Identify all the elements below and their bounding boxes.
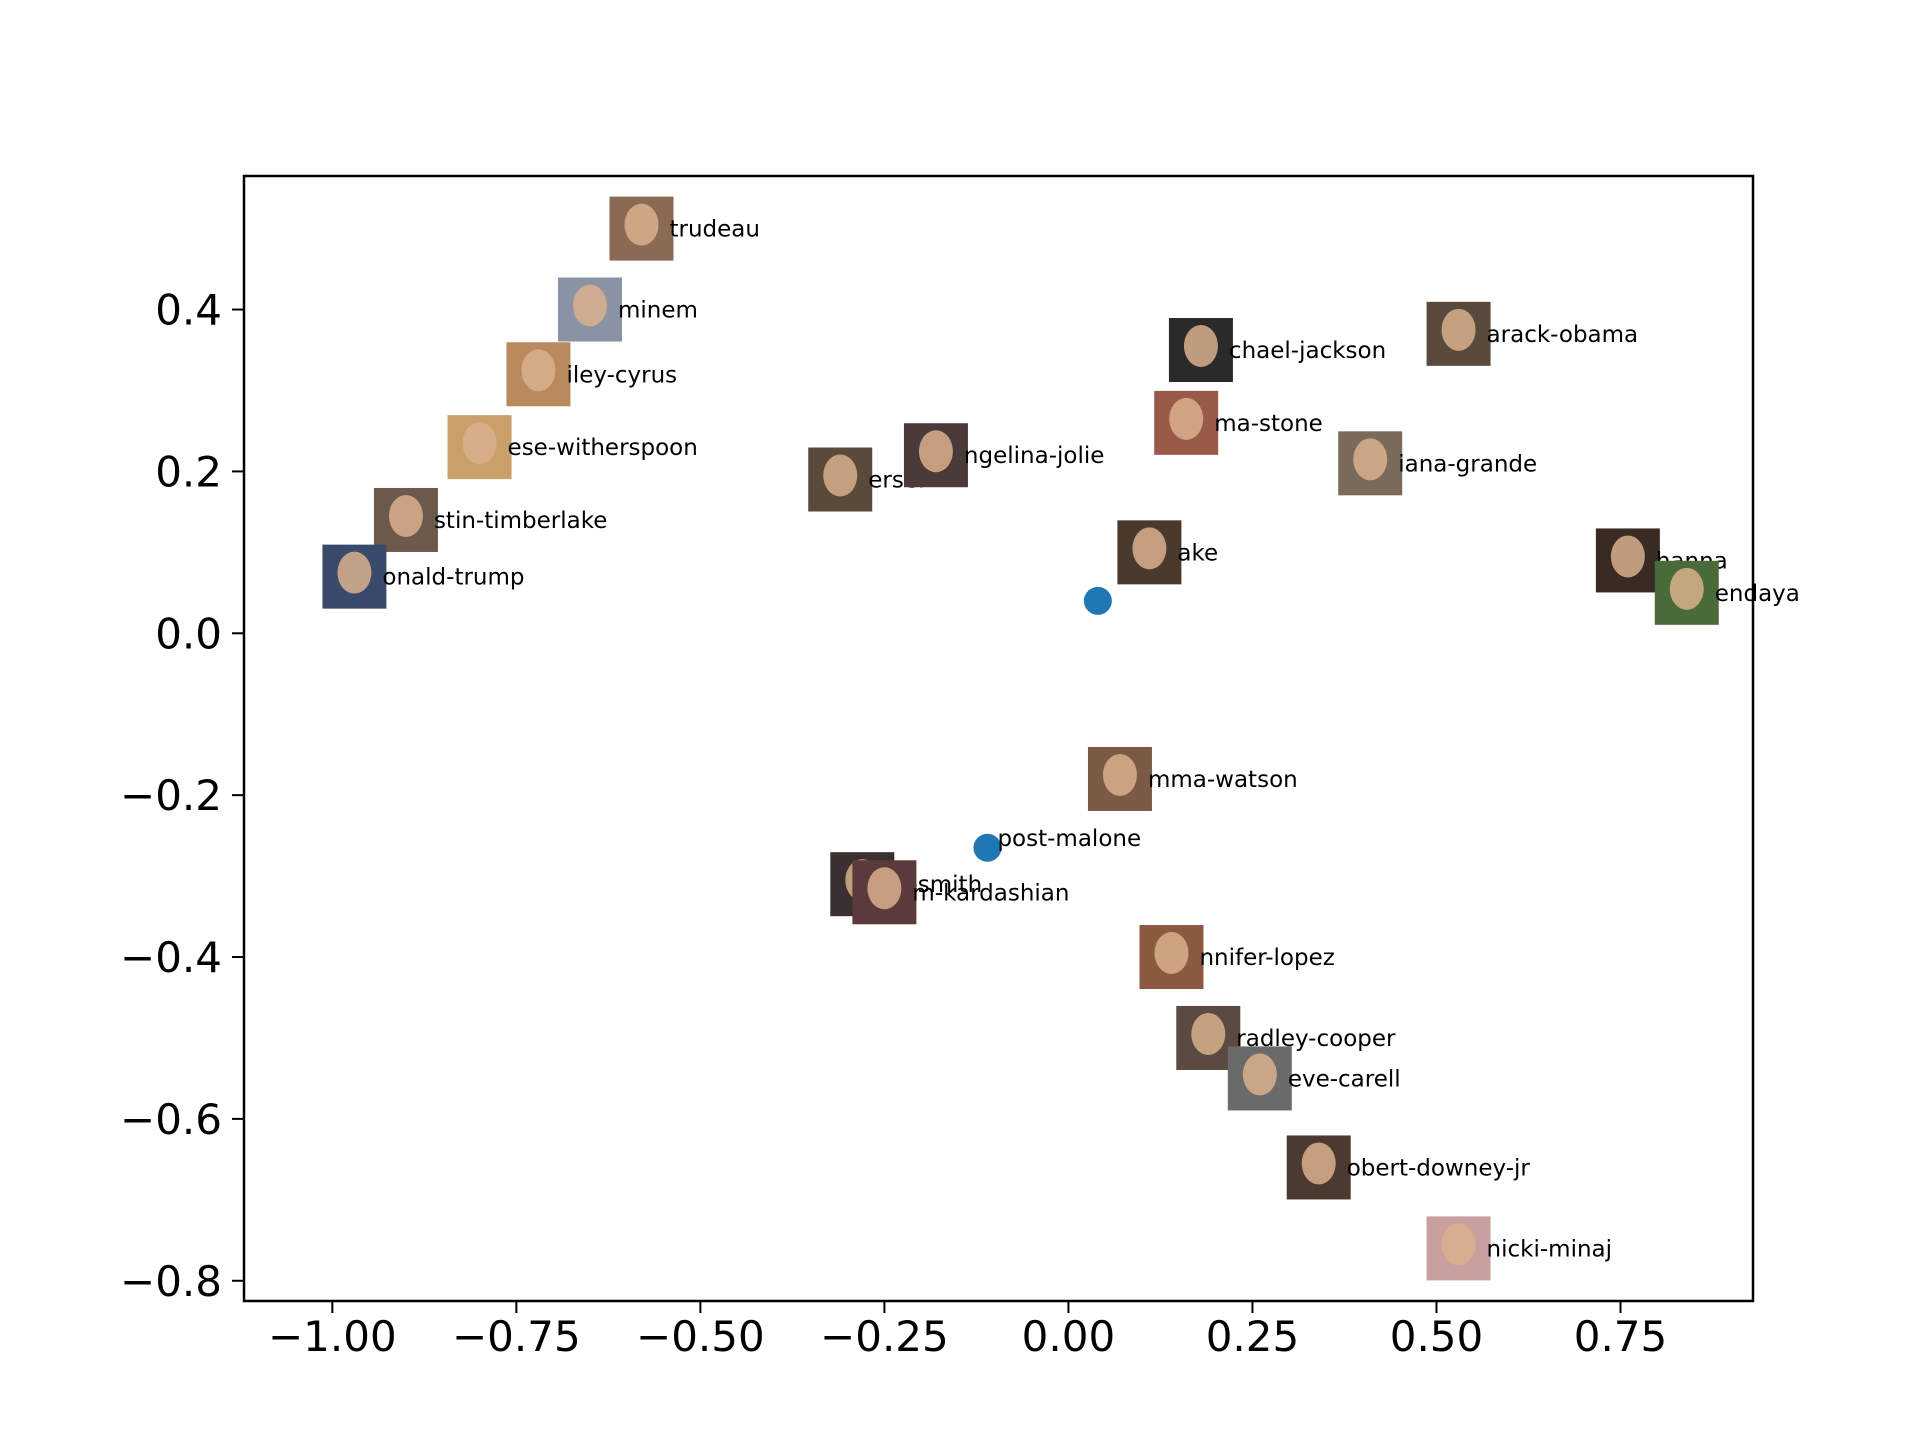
point-label: chael-jackson — [1229, 338, 1386, 364]
point-justin-timberlake: stin-timberlake — [373, 487, 607, 552]
point-label: iana-grande — [1398, 451, 1537, 477]
face-shape — [823, 454, 858, 497]
face-shape — [1183, 325, 1218, 368]
point-kim-kardashian: m-kardashian — [852, 860, 1069, 925]
x-tick-label: 0.50 — [1390, 1312, 1484, 1361]
point-label: post-malone — [997, 826, 1141, 852]
point-reese-witherspoon: ese-witherspoon — [447, 415, 698, 480]
point-emma-watson: mma-watson — [1087, 746, 1298, 811]
face-shape — [1441, 1223, 1476, 1266]
x-tick-label: −0.75 — [452, 1312, 581, 1361]
x-tick-label: −1.00 — [268, 1312, 397, 1361]
point-zendaya: endaya — [1654, 560, 1800, 625]
x-tick-label: 0.00 — [1022, 1312, 1116, 1361]
face-shape — [1154, 932, 1189, 975]
face-shape — [1441, 308, 1476, 351]
point-ariana-grande: iana-grande — [1338, 431, 1537, 496]
point-steve-carell: eve-carell — [1227, 1046, 1401, 1111]
point-label: trudeau — [669, 217, 759, 243]
point-label: nnifer-lopez — [1199, 945, 1334, 971]
point-eminem: minem — [557, 277, 698, 342]
face-shape — [1169, 397, 1204, 440]
point-label: mma-watson — [1148, 767, 1298, 793]
point-drake: ake — [1117, 520, 1218, 585]
point-barack-obama: arack-obama — [1426, 301, 1639, 366]
point-label: eve-carell — [1288, 1066, 1401, 1092]
face-shape — [918, 430, 953, 473]
face-shape — [1301, 1142, 1336, 1185]
face-shape — [1242, 1053, 1277, 1096]
point-label: endaya — [1715, 581, 1800, 607]
x-tick-label: −0.50 — [636, 1312, 765, 1361]
point-miley-cyrus: iley-cyrus — [506, 342, 677, 407]
plot-background — [244, 176, 1753, 1301]
point-angelina-jolie: ngelina-jolie — [903, 423, 1104, 488]
point-label: ese-witherspoon — [508, 435, 698, 461]
marker-dot — [1083, 586, 1112, 615]
point-justin-trudeau: trudeau — [609, 196, 760, 261]
point-label: iley-cyrus — [566, 362, 677, 388]
y-tick-label: 0.2 — [155, 447, 222, 496]
points-layer: trudeau minem iley-cyrus ese-witherspoon sti… — [322, 196, 1800, 1281]
point-label: minem — [618, 298, 698, 324]
face-shape — [388, 494, 423, 537]
point-jennifer-lopez: nnifer-lopez — [1139, 925, 1335, 990]
point-label: m-kardashian — [912, 880, 1069, 906]
face-shape — [1669, 567, 1704, 610]
face-shape — [1132, 527, 1167, 570]
point-michael-jackson: chael-jackson — [1168, 318, 1386, 383]
x-tick-label: 0.75 — [1574, 1312, 1668, 1361]
axes-layer: −1.00 −0.75 −0.50 −0.25 0.00 0.25 0.50 0.75 0.4 0… — [120, 286, 1667, 1361]
face-shape — [1102, 753, 1137, 796]
point-label: ma-stone — [1214, 411, 1323, 437]
y-tick-label: −0.2 — [120, 771, 222, 820]
point-label: obert-downey-jr — [1347, 1155, 1531, 1181]
y-tick-label: −0.6 — [120, 1095, 222, 1144]
face-shape — [1191, 1012, 1226, 1055]
point-label: ngelina-jolie — [964, 443, 1104, 469]
point-donald-trump: onald-trump — [322, 544, 525, 609]
marker-point: post-malone — [973, 826, 1141, 862]
face-shape — [867, 867, 902, 910]
face-shape — [1353, 438, 1388, 481]
marker-dot — [973, 833, 1002, 862]
point-nicki-minaj: nicki-minaj — [1426, 1216, 1612, 1281]
face-shape — [462, 422, 497, 465]
point-label: nicki-minaj — [1487, 1236, 1612, 1262]
y-tick-label: −0.4 — [120, 933, 222, 982]
face-shape — [337, 551, 372, 594]
y-tick-label: −0.8 — [120, 1257, 222, 1306]
point-label: onald-trump — [382, 565, 524, 591]
face-shape — [572, 284, 607, 327]
face-shape — [1610, 535, 1645, 578]
point-label: arack-obama — [1487, 322, 1639, 348]
point-robert-downey-jr: obert-downey-jr — [1286, 1135, 1531, 1200]
x-tick-label: 0.25 — [1206, 1312, 1300, 1361]
point-label: stin-timberlake — [434, 508, 607, 534]
marker-point — [1083, 586, 1112, 615]
y-tick-label: 0.0 — [155, 609, 222, 658]
face-shape — [521, 349, 556, 392]
point-emma-stone: ma-stone — [1154, 390, 1323, 455]
plot-frame — [242, 174, 1755, 1303]
face-shape — [624, 203, 659, 246]
point-label: ake — [1177, 540, 1218, 566]
x-tick-label: −0.25 — [820, 1312, 949, 1361]
y-tick-label: 0.4 — [155, 286, 222, 335]
